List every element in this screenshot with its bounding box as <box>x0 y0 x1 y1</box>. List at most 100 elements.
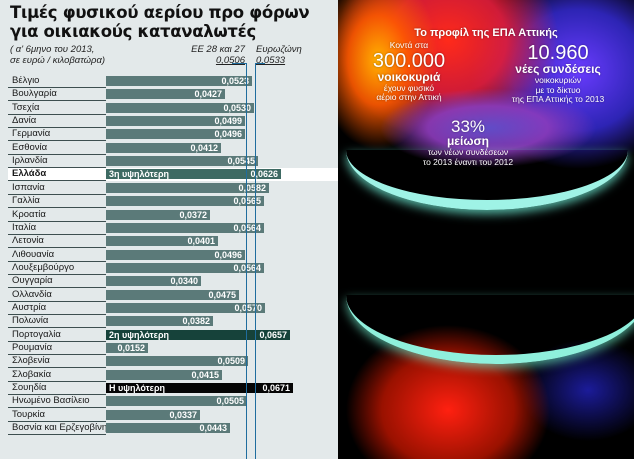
rank-annotation: 2η υψηλότερη <box>109 329 170 340</box>
country-label: Λετονία <box>12 235 44 247</box>
bar-value: 0,0564 <box>233 222 261 233</box>
row-separator <box>8 260 106 262</box>
bar-value: 0,0496 <box>214 129 242 140</box>
bar-value: 0,0372 <box>179 209 207 220</box>
rank-annotation: 3η υψηλότερη <box>109 169 170 180</box>
bar-value: 0,0499 <box>214 116 242 127</box>
bar: 0,0152 <box>106 343 148 353</box>
bar-row: Ιρλανδία 0,0545 <box>8 155 338 169</box>
bar-row: Βουλγαρία 0,0427 <box>8 88 338 102</box>
row-separator <box>8 127 106 129</box>
bar-value: 0,0509 <box>217 356 245 367</box>
row-separator <box>8 354 106 355</box>
country-label: Ελλάδα <box>12 168 47 180</box>
bar-row: Ολλανδία 0,0475 <box>8 289 338 302</box>
bar-row: Πολωνία 0,0382 <box>8 315 338 329</box>
stat1-line1: έχουν φυσικό <box>383 82 435 93</box>
stat3-line2: το 2013 έναντι του 2012 <box>422 156 514 167</box>
gas-burner-photo: Το προφίλ της ΕΠΑ Αττικής Κοντά στα 300.… <box>338 0 634 459</box>
row-separator <box>8 153 106 155</box>
bar-row: Λετονία 0,0401 <box>8 235 338 249</box>
row-separator <box>8 340 106 342</box>
bar: 0,0499 <box>106 116 245 127</box>
bar-row: Τουρκία 0,0337 <box>8 409 338 422</box>
bar: 3η υψηλότερη 0,0626 <box>106 169 281 180</box>
country-label: Τσεχία <box>12 101 40 113</box>
title-line-2: για οικιακούς καταναλωτές <box>10 22 257 41</box>
bar: 0,0427 <box>106 89 225 100</box>
bar: 0,0412 <box>106 142 221 153</box>
bar-row: Σλοβενία 0,0509 <box>8 355 338 369</box>
row-separator <box>8 113 106 115</box>
country-label: Λουξεμβούργο <box>12 261 75 273</box>
row-separator <box>8 407 106 409</box>
eu-tick <box>232 63 247 64</box>
country-label: Σουηδία <box>12 382 47 394</box>
bar-value: 0,0340 <box>170 276 198 287</box>
bar-row: Γαλλία 0,0565 <box>8 195 338 209</box>
row-separator <box>8 380 106 382</box>
row-separator <box>8 300 106 302</box>
country-label: Ιταλία <box>12 221 37 233</box>
bar: 0,0582 <box>106 182 269 193</box>
row-separator <box>8 100 106 102</box>
flame-ring-upper <box>346 150 628 210</box>
country-label: Ιρλανδία <box>12 155 48 167</box>
bar-value: 0,0382 <box>182 316 210 327</box>
eu-reference-label: ΕΕ 28 και 27 0,0506 <box>190 44 245 66</box>
stat2-number: 10.960 <box>527 42 589 64</box>
bar: 0,0564 <box>106 262 264 273</box>
bar: 0,0443 <box>106 423 230 434</box>
bar: 0,0415 <box>106 369 222 380</box>
stat2-line1: νοικοκυριών <box>534 75 582 85</box>
bar-value: 0,0427 <box>194 89 222 100</box>
row-separator <box>8 327 106 329</box>
row-separator <box>8 140 106 142</box>
bar-value: 0,0475 <box>208 289 236 300</box>
bar: 0,0372 <box>106 209 210 220</box>
bar: 0,0564 <box>106 222 264 233</box>
bar-row: Πορτογαλία 2η υψηλότερη 0,0657 <box>8 329 338 342</box>
eu-label: ΕΕ 28 και 27 <box>191 44 245 55</box>
bar-value: 0,0657 <box>259 329 287 340</box>
country-label: Πορτογαλία <box>12 328 61 340</box>
bar-value: 0,0505 <box>216 396 244 407</box>
row-separator <box>8 180 106 182</box>
infobox-stat-households: Κοντά στα 300.000 νοικοκυριά έχουν φυσικ… <box>354 40 464 103</box>
bar-value: 0,0496 <box>214 249 242 260</box>
bar: 0,0565 <box>106 196 264 207</box>
stat1-number: 300.000 <box>372 49 446 72</box>
bar: Η υψηλότερη 0,0671 <box>106 383 293 394</box>
country-label: Σλοβακία <box>12 368 52 380</box>
bar-row: Κροατία 0,0372 <box>8 209 338 222</box>
infobox-title: Το προφίλ της ΕΠΑ Αττικής <box>414 27 558 39</box>
bar-row: Γερμανία 0,0496 <box>8 128 338 142</box>
bar: 0,0530 <box>106 102 254 113</box>
row-separator <box>8 220 106 222</box>
bar: 2η υψηλότερη 0,0657 <box>106 329 290 340</box>
title-line-1: Τιμές φυσικού αερίου προ φόρων <box>10 3 310 22</box>
eu-reference-line <box>246 63 247 459</box>
country-label: Γαλλία <box>12 195 40 207</box>
row-separator <box>8 420 106 422</box>
bar-value: 0,0152 <box>117 343 145 353</box>
bar-row: Σουηδία Η υψηλότερη 0,0671 <box>8 382 338 396</box>
bar-row: Δανία 0,0499 <box>8 115 338 129</box>
bar-value: 0,0415 <box>191 369 219 380</box>
country-label: Ηνωμένο Βασίλειο <box>12 395 90 407</box>
row-separator <box>8 273 106 275</box>
bar: 0,0496 <box>106 249 245 260</box>
bar-value: 0,0671 <box>262 383 290 394</box>
eurozone-value: 0,0533 <box>256 55 286 66</box>
bar: 0,0505 <box>106 396 247 407</box>
stat2-unit: νέες συνδέσεις <box>515 62 601 76</box>
bar-value: 0,0626 <box>250 169 278 180</box>
eurozone-reference-label: Ευρωζώνη 0,0533 <box>256 44 302 66</box>
subtitle-line-2: σε ευρώ / κιλοβατώρα) <box>10 55 106 66</box>
bar: 0,0337 <box>106 409 200 420</box>
row-separator <box>8 87 106 88</box>
row-separator <box>8 207 106 209</box>
country-label: Ολλανδία <box>12 288 52 300</box>
bar-row: Ισπανία 0,0582 <box>8 182 338 195</box>
bar-row: Λουξεμβούργο 0,0564 <box>8 262 338 275</box>
